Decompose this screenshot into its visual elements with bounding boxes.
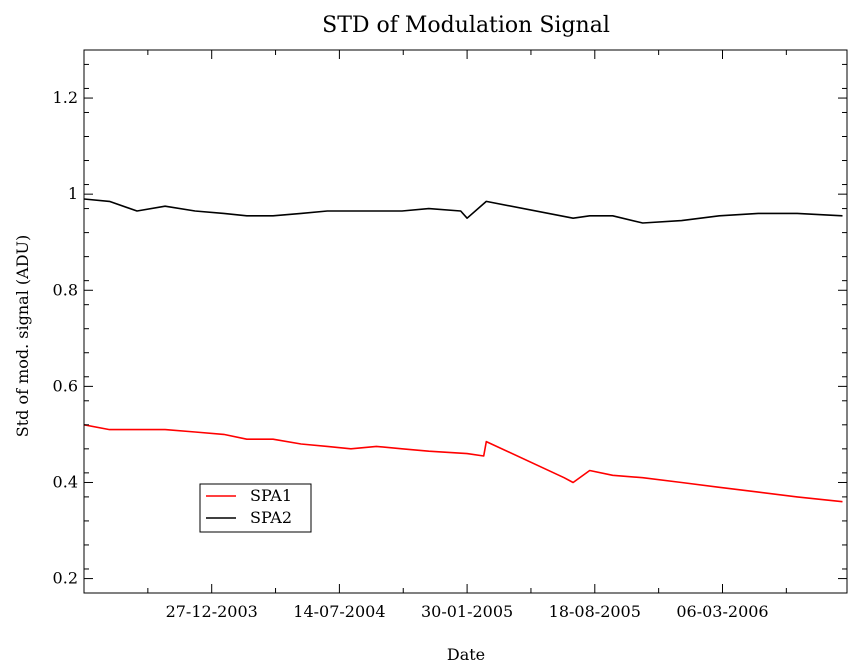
axes: 0.2 0.4 0.6 0.8 1 1.2 27-12-2003 14-07-2004 30-0… (53, 49, 848, 621)
y-axis-label: Std of mod. signal (ADU) (13, 235, 32, 438)
y-tick-label: 0.8 (53, 280, 78, 299)
legend: SPA1 SPA2 (199, 483, 312, 533)
series-group (84, 198, 843, 503)
y-tick-label: 1 (68, 184, 78, 203)
series-line-spa1 (84, 424, 843, 503)
legend-label-spa2: SPA2 (250, 508, 292, 527)
x-tick-label: 30-01-2005 (421, 602, 513, 621)
y-tick-label: 0.4 (53, 472, 78, 491)
x-axis-label: Date (447, 645, 485, 664)
chart-title: STD of Modulation Signal (322, 13, 610, 38)
x-tick-label: 27-12-2003 (166, 602, 258, 621)
legend-label-spa1: SPA1 (250, 486, 292, 505)
y-tick-label: 1.2 (53, 88, 78, 107)
x-tick-label: 14-07-2004 (293, 602, 385, 621)
plot-frame (83, 49, 848, 594)
series-line-spa2 (84, 198, 843, 224)
x-tick-label: 06-03-2006 (676, 602, 768, 621)
y-tick-label: 0.6 (53, 376, 78, 395)
legend-box (199, 483, 312, 533)
plot-area (84, 198, 843, 503)
x-tick-label: 18-08-2005 (549, 602, 641, 621)
y-tick-label: 0.2 (53, 569, 78, 588)
